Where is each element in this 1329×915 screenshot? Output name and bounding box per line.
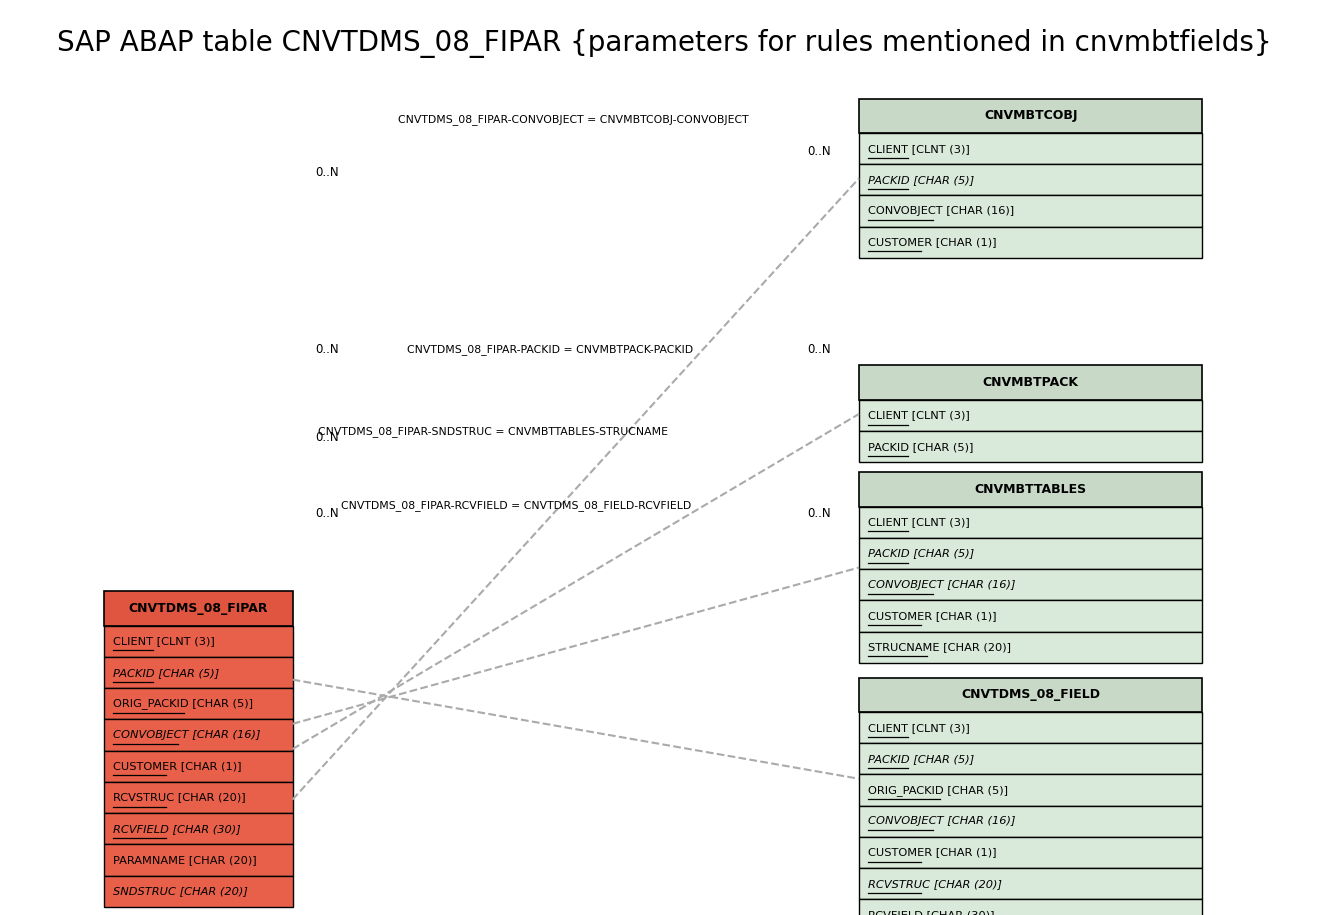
- Text: CNVMBTCOBJ: CNVMBTCOBJ: [983, 109, 1078, 123]
- FancyBboxPatch shape: [104, 719, 292, 750]
- Text: 0..N: 0..N: [807, 507, 831, 520]
- Text: PACKID [CHAR (5)]: PACKID [CHAR (5)]: [868, 442, 974, 452]
- FancyBboxPatch shape: [859, 472, 1203, 507]
- FancyBboxPatch shape: [104, 813, 292, 845]
- FancyBboxPatch shape: [104, 626, 292, 657]
- Text: PACKID [CHAR (5)]: PACKID [CHAR (5)]: [868, 549, 974, 558]
- FancyBboxPatch shape: [859, 868, 1203, 899]
- FancyBboxPatch shape: [859, 365, 1203, 400]
- Text: PACKID [CHAR (5)]: PACKID [CHAR (5)]: [868, 754, 974, 764]
- Text: 0..N: 0..N: [315, 507, 339, 520]
- Text: CNVMBTTABLES: CNVMBTTABLES: [974, 483, 1087, 496]
- Text: SAP ABAP table CNVTDMS_08_FIPAR {parameters for rules mentioned in cnvmbtfields}: SAP ABAP table CNVTDMS_08_FIPAR {paramet…: [57, 28, 1272, 58]
- Text: CUSTOMER [CHAR (1)]: CUSTOMER [CHAR (1)]: [113, 761, 242, 771]
- FancyBboxPatch shape: [859, 600, 1203, 631]
- FancyBboxPatch shape: [104, 845, 292, 876]
- Text: CNVTDMS_08_FIPAR-SNDSTRUC = CNVMBTTABLES-STRUCNAME: CNVTDMS_08_FIPAR-SNDSTRUC = CNVMBTTABLES…: [318, 425, 668, 436]
- Text: RCVFIELD [CHAR (30)]: RCVFIELD [CHAR (30)]: [868, 910, 994, 915]
- FancyBboxPatch shape: [859, 743, 1203, 774]
- Text: CONVOBJECT [CHAR (16)]: CONVOBJECT [CHAR (16)]: [868, 206, 1014, 216]
- FancyBboxPatch shape: [859, 569, 1203, 600]
- Text: RCVFIELD [CHAR (30)]: RCVFIELD [CHAR (30)]: [113, 824, 241, 834]
- Text: PACKID [CHAR (5)]: PACKID [CHAR (5)]: [868, 175, 974, 185]
- FancyBboxPatch shape: [859, 507, 1203, 538]
- Text: CUSTOMER [CHAR (1)]: CUSTOMER [CHAR (1)]: [868, 237, 997, 247]
- FancyBboxPatch shape: [859, 400, 1203, 431]
- FancyBboxPatch shape: [859, 538, 1203, 569]
- FancyBboxPatch shape: [859, 196, 1203, 227]
- Text: CNVTDMS_08_FIELD: CNVTDMS_08_FIELD: [961, 688, 1100, 701]
- Text: RCVSTRUC [CHAR (20)]: RCVSTRUC [CHAR (20)]: [868, 878, 1002, 888]
- FancyBboxPatch shape: [104, 688, 292, 719]
- Text: STRUCNAME [CHAR (20)]: STRUCNAME [CHAR (20)]: [868, 642, 1011, 652]
- Text: CNVTDMS_08_FIPAR-CONVOBJECT = CNVMBTCOBJ-CONVOBJECT: CNVTDMS_08_FIPAR-CONVOBJECT = CNVMBTCOBJ…: [397, 113, 748, 124]
- FancyBboxPatch shape: [859, 431, 1203, 462]
- Text: 0..N: 0..N: [807, 342, 831, 356]
- Text: CNVTDMS_08_FIPAR: CNVTDMS_08_FIPAR: [129, 602, 268, 615]
- Text: 0..N: 0..N: [807, 145, 831, 158]
- Text: ORIG_PACKID [CHAR (5)]: ORIG_PACKID [CHAR (5)]: [113, 698, 253, 709]
- FancyBboxPatch shape: [104, 657, 292, 688]
- FancyBboxPatch shape: [859, 99, 1203, 133]
- Text: CONVOBJECT [CHAR (16)]: CONVOBJECT [CHAR (16)]: [868, 580, 1015, 590]
- Text: PARAMNAME [CHAR (20)]: PARAMNAME [CHAR (20)]: [113, 855, 256, 865]
- FancyBboxPatch shape: [859, 133, 1203, 165]
- FancyBboxPatch shape: [859, 227, 1203, 258]
- Text: CLIENT [CLNT (3)]: CLIENT [CLNT (3)]: [868, 723, 970, 733]
- Text: CUSTOMER [CHAR (1)]: CUSTOMER [CHAR (1)]: [868, 847, 997, 857]
- Text: CONVOBJECT [CHAR (16)]: CONVOBJECT [CHAR (16)]: [868, 816, 1015, 826]
- Text: CLIENT [CLNT (3)]: CLIENT [CLNT (3)]: [868, 144, 970, 154]
- Text: RCVSTRUC [CHAR (20)]: RCVSTRUC [CHAR (20)]: [113, 792, 246, 802]
- Text: CUSTOMER [CHAR (1)]: CUSTOMER [CHAR (1)]: [868, 611, 997, 621]
- Text: CONVOBJECT [CHAR (16)]: CONVOBJECT [CHAR (16)]: [113, 730, 260, 740]
- FancyBboxPatch shape: [104, 876, 292, 907]
- Text: CNVTDMS_08_FIPAR-PACKID = CNVMBTPACK-PACKID: CNVTDMS_08_FIPAR-PACKID = CNVMBTPACK-PAC…: [407, 344, 694, 354]
- FancyBboxPatch shape: [859, 712, 1203, 743]
- Text: CNVMBTPACK: CNVMBTPACK: [982, 376, 1079, 389]
- FancyBboxPatch shape: [859, 806, 1203, 837]
- FancyBboxPatch shape: [859, 899, 1203, 915]
- Text: SNDSTRUC [CHAR (20)]: SNDSTRUC [CHAR (20)]: [113, 886, 247, 896]
- Text: 0..N: 0..N: [315, 342, 339, 356]
- Text: PACKID [CHAR (5)]: PACKID [CHAR (5)]: [113, 668, 219, 678]
- Text: 0..N: 0..N: [315, 166, 339, 179]
- FancyBboxPatch shape: [859, 774, 1203, 806]
- FancyBboxPatch shape: [859, 165, 1203, 196]
- Text: 0..N: 0..N: [315, 431, 339, 445]
- Text: CNVTDMS_08_FIPAR-RCVFIELD = CNVTDMS_08_FIELD-RCVFIELD: CNVTDMS_08_FIPAR-RCVFIELD = CNVTDMS_08_F…: [340, 500, 691, 511]
- FancyBboxPatch shape: [859, 631, 1203, 662]
- FancyBboxPatch shape: [104, 782, 292, 813]
- Text: ORIG_PACKID [CHAR (5)]: ORIG_PACKID [CHAR (5)]: [868, 785, 1009, 795]
- Text: CLIENT [CLNT (3)]: CLIENT [CLNT (3)]: [868, 411, 970, 421]
- FancyBboxPatch shape: [859, 837, 1203, 868]
- Text: CLIENT [CLNT (3)]: CLIENT [CLNT (3)]: [868, 517, 970, 527]
- FancyBboxPatch shape: [104, 591, 292, 626]
- FancyBboxPatch shape: [859, 678, 1203, 712]
- FancyBboxPatch shape: [104, 750, 292, 782]
- Text: CLIENT [CLNT (3)]: CLIENT [CLNT (3)]: [113, 637, 215, 646]
